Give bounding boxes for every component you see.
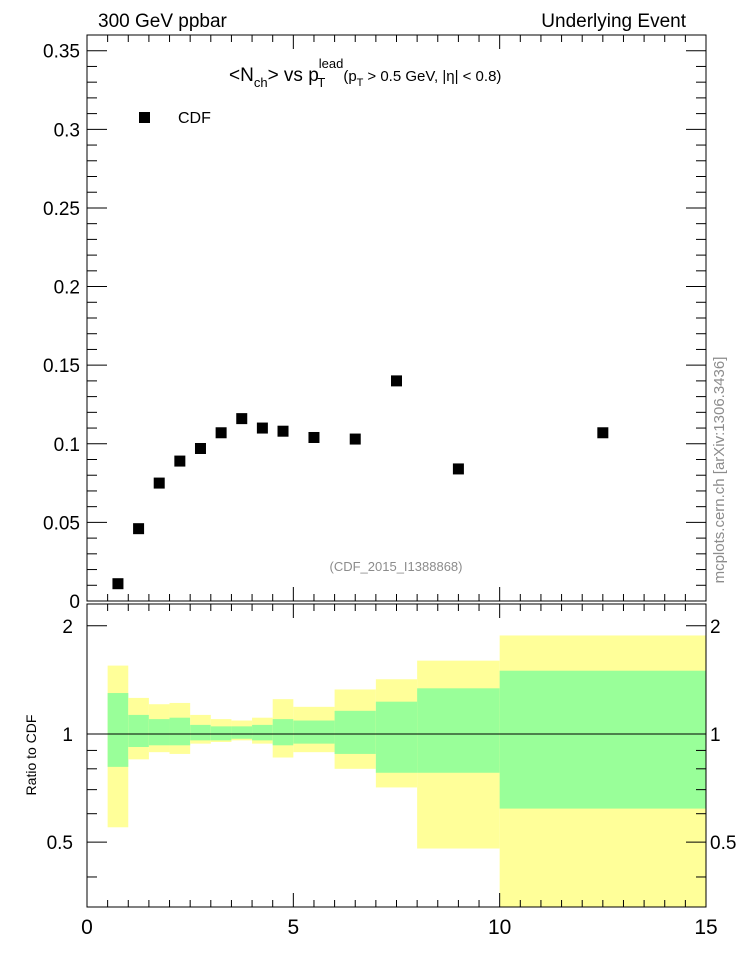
watermark-text: mcplots.cern.ch [arXiv:1306.3436]	[711, 357, 728, 584]
ratio-y-tick-label-left: 2	[62, 617, 73, 638]
legend-marker-cdf	[139, 112, 150, 123]
x-tick-label: 0	[81, 916, 93, 939]
ratio-band-inner	[375, 701, 418, 773]
main-y-zero-label: 0	[69, 592, 80, 613]
data-point-cdf	[174, 455, 186, 467]
data-point-cdf	[349, 433, 361, 445]
plot-title: <Nch> vs plead T (pT > 0.5 GeV, |η| < 0.8)	[229, 56, 501, 90]
analysis-id-label: (CDF_2015_I1388868)	[330, 559, 463, 574]
data-point-cdf	[452, 463, 464, 475]
x-tick-label: 5	[287, 916, 299, 939]
legend-label-cdf: CDF	[178, 110, 211, 127]
main-y-tick-label: 0.1	[54, 435, 80, 456]
data-point-cdf	[215, 427, 227, 439]
main-plot-panel: 0.05 0.1 0.15 0.2 0.25 0.3 0.35 0 <Nch> vs plea…	[43, 34, 707, 613]
main-y-tick-label: 0.05	[43, 513, 80, 534]
ratio-band-inner	[272, 719, 294, 746]
ratio-y-tick-label-left: 0.5	[47, 833, 73, 854]
ratio-band-inner	[252, 724, 273, 741]
data-point-cdf	[194, 442, 206, 454]
main-y-tick-label: 0.25	[43, 199, 80, 220]
ratio-band-inner	[231, 726, 253, 739]
ratio-band-inner	[128, 714, 149, 747]
header-right: Underlying Event	[541, 11, 686, 32]
ratio-band-inner	[210, 726, 232, 741]
ratio-y-tick-label-right: 0.5	[710, 833, 736, 854]
x-tick-label: 10	[488, 916, 511, 939]
data-point-cdf	[112, 578, 124, 590]
x-tick-label: 15	[694, 916, 717, 939]
main-y-tick-label: 0.2	[54, 278, 80, 299]
ratio-band-inner	[169, 717, 191, 746]
ratio-band-inner	[107, 693, 129, 767]
data-point-cdf	[256, 422, 268, 434]
data-point-cdf	[277, 425, 289, 437]
data-point-cdf	[133, 523, 145, 535]
ratio-band-inner	[417, 688, 500, 773]
ratio-plot-panel: 0.5 0.5 1 1 2 2 0 5 10 15 Ratio to CDF	[23, 603, 736, 939]
ratio-band-inner	[293, 720, 335, 744]
data-point-cdf	[308, 431, 320, 443]
data-point-cdf	[391, 375, 402, 387]
main-y-tick-label: 0.15	[43, 356, 80, 377]
data-point-cdf	[597, 427, 609, 439]
ratio-y-tick-label-right: 1	[710, 725, 721, 746]
ratio-y-tick-label-left: 1	[62, 725, 73, 746]
data-point-cdf	[153, 477, 165, 489]
ratio-band-inner	[499, 670, 706, 809]
ratio-band-inner	[148, 719, 170, 746]
ratio-y-tick-label-right: 2	[710, 617, 721, 638]
main-y-tick-label: 0.35	[43, 42, 80, 63]
ratio-band-inner	[334, 710, 376, 754]
main-y-tick-label: 0.3	[54, 120, 80, 141]
ratio-band-inner	[190, 724, 211, 741]
ratio-y-axis-label: Ratio to CDF	[23, 715, 39, 796]
header-left: 300 GeV ppbar	[98, 11, 228, 32]
data-point-cdf	[236, 413, 248, 425]
